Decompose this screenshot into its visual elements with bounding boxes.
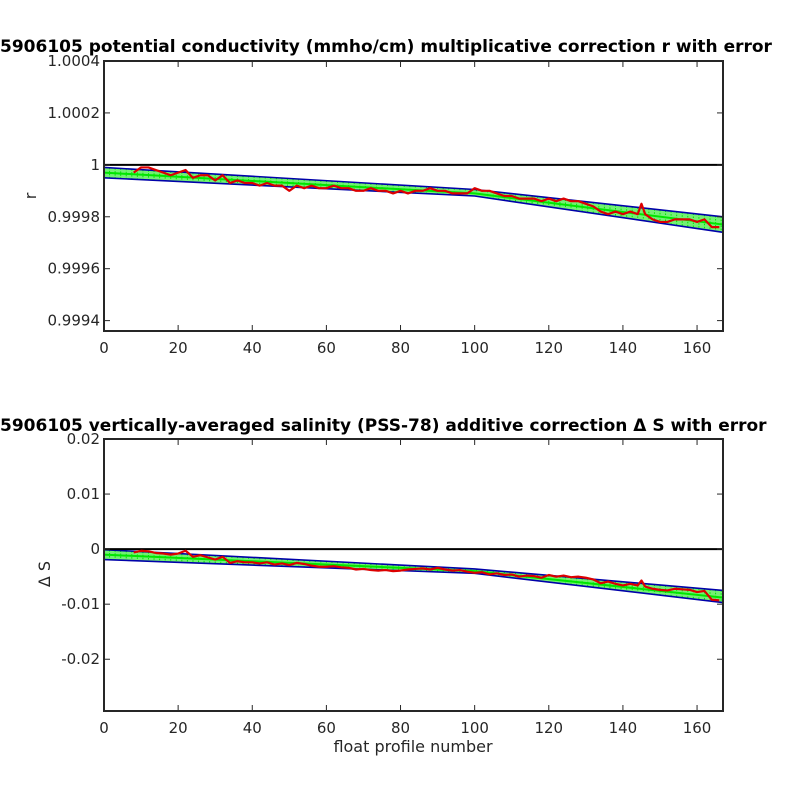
axes-box <box>103 438 724 712</box>
y-tick-label: 0.02 <box>67 430 100 448</box>
x-tick-label: 80 <box>391 719 410 737</box>
x-tick-label: 20 <box>169 719 188 737</box>
y-tick-label: 1.0002 <box>48 104 101 122</box>
x-tick-label: 120 <box>534 339 563 357</box>
tick-labels: 0 20 40 60 80 100 120 140 160 0.9994 0.9996 0.9998 1… <box>48 52 723 357</box>
y-tick-label: 0.9994 <box>48 312 101 330</box>
x-tick-label: 40 <box>243 339 262 357</box>
panel-bottom: 5906105 vertically-averaged salinity (PS… <box>0 416 767 756</box>
x-tick-label: 60 <box>317 339 336 357</box>
x-tick-label: 140 <box>609 719 638 737</box>
plot-area <box>103 163 724 234</box>
y-tick-label: 0.9998 <box>48 208 101 226</box>
data-series-line <box>133 166 720 229</box>
plot-area <box>103 548 724 604</box>
panel-top: 5906105 potential conductivity (mmho/cm)… <box>0 37 773 357</box>
error-band <box>104 167 723 233</box>
x-axis-label: float profile number <box>333 737 493 756</box>
y-tick-label: -0.02 <box>61 650 100 668</box>
x-tick-label: 0 <box>99 719 109 737</box>
chart-title: 5906105 vertically-averaged salinity (PS… <box>0 416 767 436</box>
chart-title: 5906105 potential conductivity (mmho/cm)… <box>0 37 773 57</box>
x-tick-label: 120 <box>534 719 563 737</box>
y-tick-label: 0 <box>90 540 100 558</box>
tick-labels: 0 20 40 60 80 100 120 140 160 -0.02 -0.01 0 0.01 0.02 <box>61 430 723 737</box>
x-tick-label: 100 <box>460 339 489 357</box>
x-tick-label: 160 <box>683 719 712 737</box>
y-tick-label: 0.01 <box>67 485 100 503</box>
axes-box <box>103 60 724 332</box>
x-tick-label: 40 <box>243 719 262 737</box>
x-tick-label: 60 <box>317 719 336 737</box>
y-axis-label: r <box>21 192 40 199</box>
y-tick-label: 1.0004 <box>48 52 101 70</box>
error-bound-line <box>103 177 724 234</box>
x-tick-label: 20 <box>169 339 188 357</box>
y-tick-label: -0.01 <box>61 595 100 613</box>
data-series-line <box>133 549 720 602</box>
x-tick-label: 80 <box>391 339 410 357</box>
y-tick-label: 1 <box>90 156 100 174</box>
x-tick-label: 100 <box>460 719 489 737</box>
x-tick-label: 140 <box>609 339 638 357</box>
x-tick-label: 0 <box>99 339 109 357</box>
y-axis-label: Δ S <box>35 561 54 587</box>
x-tick-label: 160 <box>683 339 712 357</box>
y-tick-label: 0.9996 <box>48 260 101 278</box>
